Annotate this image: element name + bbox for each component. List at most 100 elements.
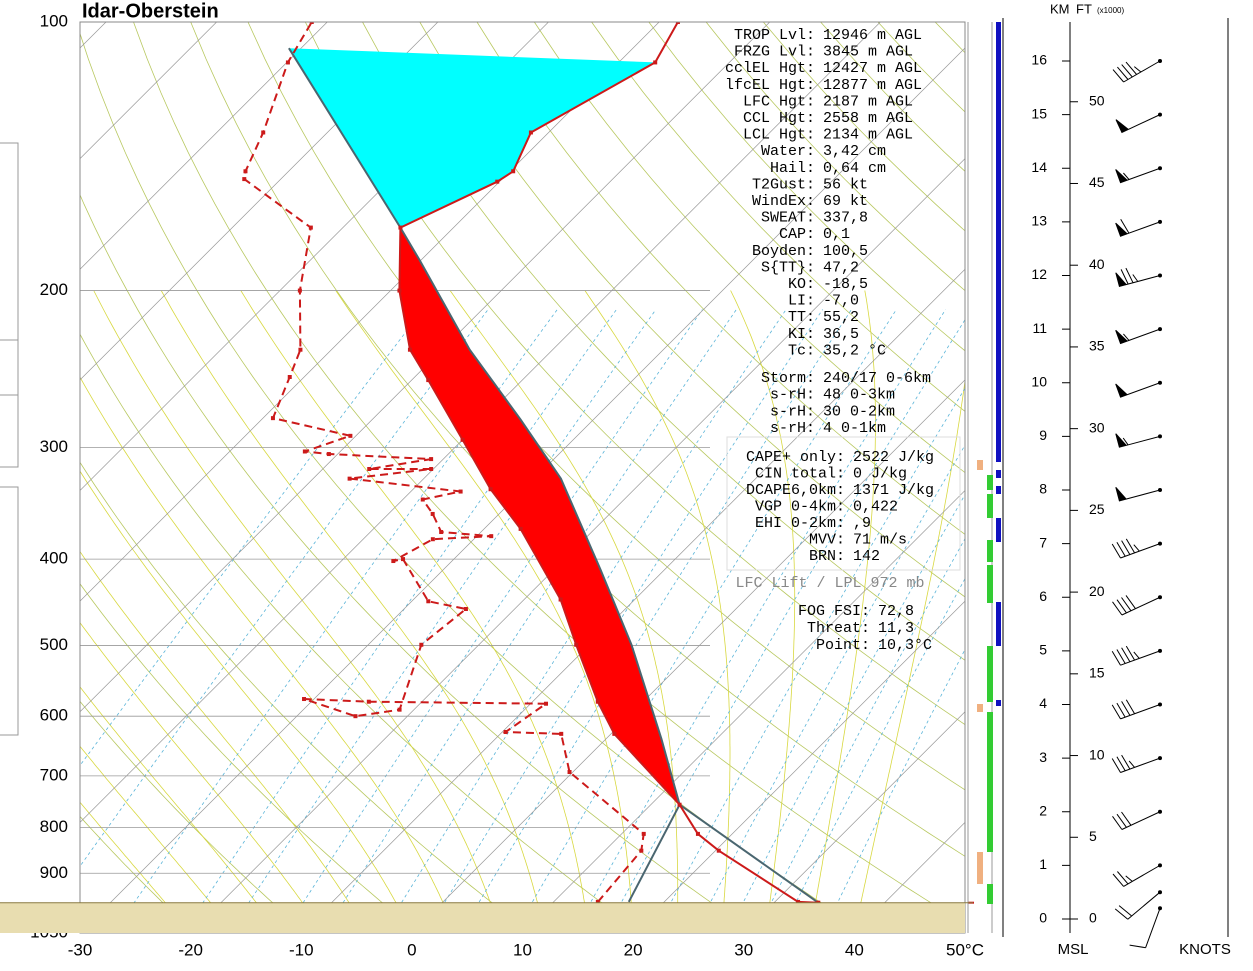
index-label: CCL Hgt: (743, 110, 815, 127)
wind-barb (1112, 595, 1161, 616)
temperature-line-point (407, 347, 412, 352)
index-value: 3845 m AGL (823, 44, 913, 61)
isotherm (80, 22, 439, 381)
mixing-ratio-line (694, 444, 965, 933)
index-value: 337,8 (823, 210, 868, 227)
dewpoint-line-point (326, 452, 331, 457)
dewpoint-line-point (439, 530, 444, 535)
dewpoint-line-point (298, 347, 303, 352)
ft-tick-label: 35 (1089, 338, 1105, 354)
moist-adiabat (854, 377, 965, 933)
dewpoint-line-point (420, 497, 425, 502)
parcel-dew-line (627, 804, 681, 903)
index-label: Tc: (788, 342, 815, 359)
parcel-line (288, 47, 819, 904)
km-tick-label: 6 (1039, 588, 1047, 604)
x-tick-label: -30 (68, 940, 93, 959)
wind-barb (1115, 114, 1161, 134)
dewpoint-line (243, 22, 645, 903)
mixing-ratio-line (822, 648, 965, 933)
km-tick-label: 0 (1039, 910, 1047, 926)
temperature-line-point (716, 848, 721, 853)
temperature-line-point (518, 526, 523, 531)
wind-barb (1112, 811, 1161, 830)
dewpoint-line-point (348, 433, 353, 438)
window-edge (0, 142, 19, 736)
dry-adiabat (80, 815, 195, 933)
dry-adiabat (1050, 22, 1253, 933)
wind-barb-base (1158, 906, 1162, 911)
y-tick-label: 900 (40, 863, 68, 882)
index-label: DCAPE6,0km: (746, 482, 845, 499)
dewpoint-line-point (489, 534, 494, 539)
dry-adiabat (362, 22, 965, 661)
wind-barb (1114, 891, 1161, 920)
index-value: 3,42 cm (823, 143, 886, 160)
ft-tick-label: 25 (1089, 501, 1105, 517)
wind-barb-base (1158, 541, 1162, 546)
mixing-ratio-line (573, 309, 946, 933)
isotherm (80, 22, 770, 713)
temperature-line-point (397, 288, 402, 293)
index-value: 35,2 °C (823, 342, 886, 359)
ft-tick-label: 50 (1089, 92, 1105, 108)
isotherm (632, 600, 965, 933)
index-label: Storm: (761, 370, 815, 387)
y-tick-label: 500 (40, 635, 68, 654)
index-label: s-rH: (770, 403, 815, 420)
index-label: WindEx: (752, 193, 815, 210)
wind-barb-base (1158, 166, 1162, 171)
y-tick-label: 100 (40, 11, 68, 30)
index-value: 0 J/kg (853, 465, 907, 482)
isotherm (301, 268, 965, 933)
dry-adiabat (80, 700, 308, 933)
index-label: SWEAT: (761, 210, 815, 227)
index-value: 55,2 (823, 309, 859, 326)
isotherm (522, 490, 965, 933)
isotherm (190, 158, 965, 933)
moist-adiabat (449, 290, 679, 933)
wind-barb-base (1158, 648, 1162, 653)
index-label: CAP: (779, 226, 815, 243)
mixing-ratio-line (228, 309, 657, 933)
moist-adiabat (584, 290, 731, 933)
moist-adiabat (240, 290, 590, 933)
index-value: 69 kt (823, 193, 868, 210)
wind-barb (1111, 699, 1161, 720)
dry-adiabat (190, 22, 965, 857)
dry-adiabat (533, 22, 965, 474)
dry-adiabat (80, 929, 83, 933)
dry-adiabat (1164, 22, 1253, 933)
index-label: KO: (788, 276, 815, 293)
index-value: 2187 m AGL (823, 93, 913, 110)
ft-tick-label: 15 (1089, 665, 1105, 681)
moist-adiabat (809, 290, 876, 933)
dry-adiabat (80, 461, 532, 933)
ft-tick-label: 20 (1089, 583, 1105, 599)
km-label: KM (1050, 1, 1070, 16)
index-box (726, 436, 961, 571)
km-tick-label: 9 (1039, 427, 1047, 443)
y-tick-label: 300 (40, 437, 68, 456)
mixing-ratio-line (80, 309, 424, 767)
wind-barb-base (1158, 327, 1162, 332)
km-tick-label: 8 (1039, 481, 1047, 497)
plot-background (80, 22, 1253, 933)
index-label: FOG FSI: (798, 603, 870, 620)
wind-barb-base (1158, 488, 1162, 492)
index-label: s-rH: (770, 387, 815, 404)
index-value: 4 0-1km (823, 420, 886, 437)
wind-barb (1112, 864, 1161, 887)
isotherm (743, 711, 965, 933)
mixing-ratio-line (654, 387, 965, 933)
cin-area (288, 48, 656, 228)
moist-adiabat (160, 290, 545, 933)
dewpoint-line-point (297, 288, 302, 293)
moist-adiabat (80, 550, 368, 933)
moist-adiabat (93, 290, 501, 933)
isotherm (80, 22, 881, 823)
wind-barb (1115, 167, 1161, 184)
mixing-ratio-line (182, 309, 617, 933)
km-tick-label: 10 (1031, 373, 1047, 389)
